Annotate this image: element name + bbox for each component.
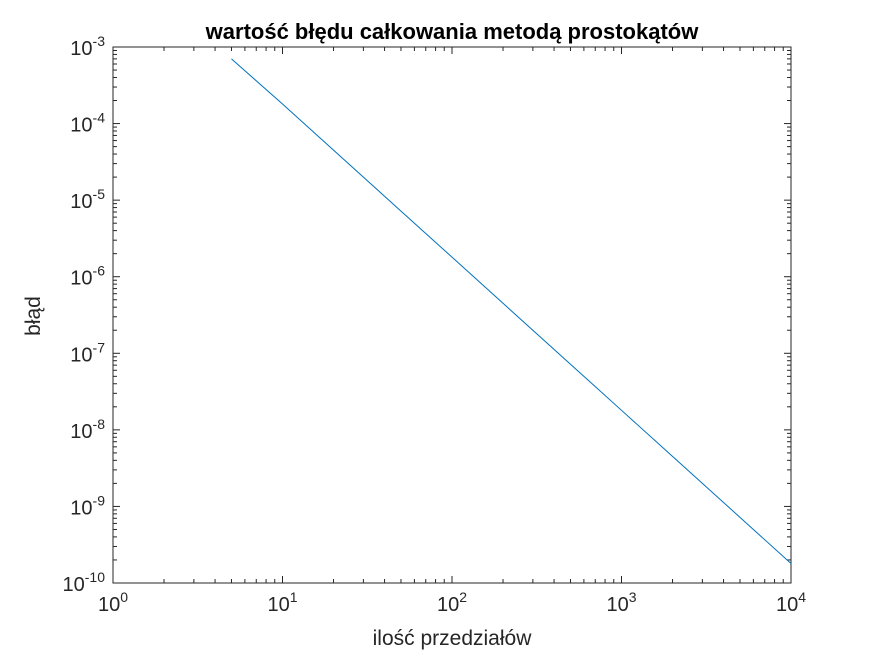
axes-box: [112, 46, 792, 584]
chart-title: wartość błędu całkowania metodą prostoką…: [205, 19, 700, 44]
y-tick-label-5: 10-8: [70, 416, 105, 443]
x-tick-label-4: 104: [776, 589, 806, 616]
series-line-0: [231, 58, 792, 564]
x-tick-label-0: 100: [98, 589, 128, 616]
y-tick-label-1: 10-4: [70, 110, 105, 137]
y-tick-label-4: 10-7: [70, 339, 105, 366]
x-axis-label: ilość przedziałów: [373, 627, 533, 650]
x-tick-label-3: 103: [606, 589, 636, 616]
y-tick-label-3: 10-6: [70, 263, 105, 290]
y-tick-label-2: 10-5: [70, 186, 105, 213]
plot-area: 100 101 102 103 104 10-3 10-4 10-5 10-6 10-7 10-8 1…: [63, 33, 807, 616]
y-axis-label: błąd: [22, 296, 45, 336]
y-tick-label-0: 10-3: [70, 33, 105, 60]
x-tick-label-2: 102: [437, 589, 467, 616]
y-tick-label-7: 10-10: [63, 569, 106, 596]
x-tick-label-1: 101: [267, 589, 297, 616]
y-tick-label-6: 10-9: [70, 492, 105, 519]
